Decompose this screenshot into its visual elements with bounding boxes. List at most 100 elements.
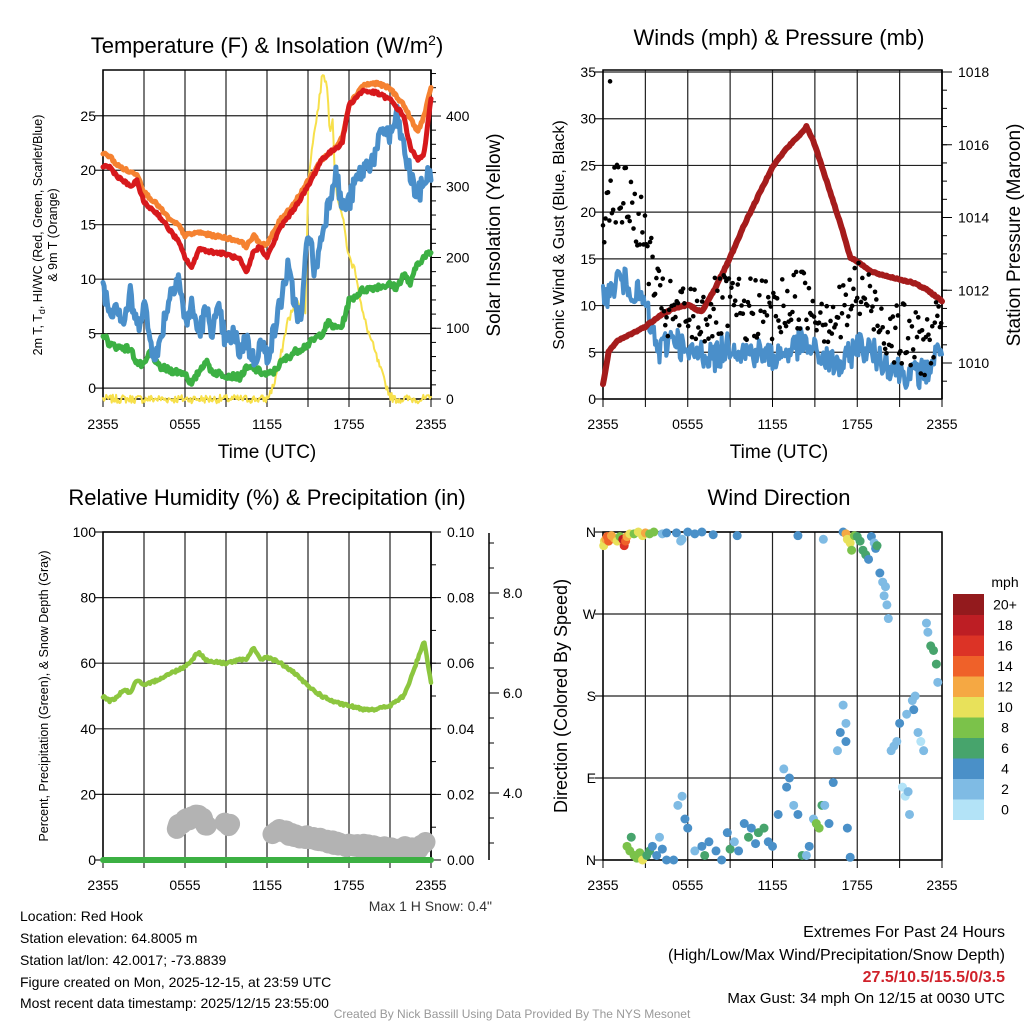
rh-y1-label: Percent, Precipitation (Green), & Snow D… xyxy=(37,550,51,841)
gust-point xyxy=(767,300,772,306)
gust-point xyxy=(837,284,842,290)
credit: Created By Nick Bassill Using Data Provi… xyxy=(334,1007,691,1021)
y-tick-label: 15 xyxy=(580,251,596,267)
x-tick-label: 2355 xyxy=(587,877,618,893)
gust-point xyxy=(788,317,794,323)
gust-point xyxy=(851,286,856,292)
y-tick-label: 35 xyxy=(580,64,596,80)
direction-point xyxy=(923,627,933,637)
gust-point xyxy=(646,281,652,287)
gust-point xyxy=(872,289,878,295)
direction-point xyxy=(824,819,834,829)
gust-point xyxy=(884,350,889,356)
y2-tick-label: 300 xyxy=(446,179,470,195)
x-tick-label: 2355 xyxy=(587,416,618,432)
wind-y1-label: Sonic Wind & Gust (Blue, Black) xyxy=(551,120,568,349)
y2-tick-label: 1016 xyxy=(958,137,989,153)
gust-point xyxy=(661,308,667,314)
direction-point xyxy=(828,778,838,788)
x-tick-label: 1155 xyxy=(252,877,282,893)
info-created: Figure created on Mon, 2025-12-15, at 23… xyxy=(20,974,331,990)
direction-point xyxy=(845,852,855,862)
gust-point xyxy=(771,290,776,296)
x-tick-label: 2355 xyxy=(415,877,446,893)
gust-point xyxy=(682,301,687,306)
colorbar-label: 12 xyxy=(997,678,1013,694)
direction-point xyxy=(818,534,828,544)
y2-tick-label: 0.04 xyxy=(447,721,474,737)
direction-point xyxy=(814,823,824,833)
direction-point xyxy=(729,837,739,847)
direction-point xyxy=(739,819,749,829)
y-tick-label: 20 xyxy=(80,786,96,802)
green-dewpoint-line xyxy=(100,249,434,387)
extremes-values: 27.5/10.5/15.5/0/3.5 xyxy=(863,969,1005,986)
gust-point xyxy=(753,278,758,283)
gust-point xyxy=(664,315,669,320)
y-tick-label: 100 xyxy=(73,524,97,540)
info-latlon: Station lat/lon: 42.0017; -73.8839 xyxy=(20,952,226,968)
info-elevation: Station elevation: 64.8005 m xyxy=(20,930,197,946)
gust-point xyxy=(874,297,879,302)
direction-point xyxy=(662,528,672,538)
gust-point xyxy=(731,302,737,308)
direction-point xyxy=(879,591,889,601)
gust-point xyxy=(829,331,835,336)
y2-tick-label: 0.10 xyxy=(447,524,474,540)
gust-point xyxy=(840,283,846,288)
gust-point xyxy=(757,292,762,298)
direction-point xyxy=(626,832,636,842)
yellow-insolation-line xyxy=(102,74,432,405)
y-tick-label: E xyxy=(587,770,596,786)
gust-point xyxy=(802,280,808,286)
gust-point xyxy=(830,304,836,310)
gust-point xyxy=(680,286,686,291)
gust-point xyxy=(727,294,733,300)
gust-point xyxy=(844,322,850,328)
y-tick-label: 20 xyxy=(580,204,596,220)
temp-y1-label: 2m T, Td, HI/WC (Red, Green, Scarlet/Blu… xyxy=(31,115,47,356)
orange-9m-temp-line xyxy=(100,79,434,251)
gust-point xyxy=(805,326,810,331)
gray-snow-depth-blob xyxy=(166,804,217,839)
direction-point xyxy=(700,850,710,860)
gust-point xyxy=(704,322,710,328)
direction-point xyxy=(784,773,794,783)
direction-point xyxy=(746,823,756,833)
direction-point xyxy=(690,529,700,539)
gust-point xyxy=(929,323,935,329)
gust-point xyxy=(927,337,933,343)
gust-point xyxy=(924,317,930,322)
y-tick-label: 10 xyxy=(580,298,596,314)
direction-point xyxy=(717,855,727,865)
direction-point xyxy=(680,814,690,824)
gust-point xyxy=(628,179,634,185)
gust-point xyxy=(741,298,747,304)
gust-point xyxy=(847,277,852,283)
y2-tick-label: 0.06 xyxy=(447,655,474,671)
gust-point xyxy=(908,362,913,368)
gust-point xyxy=(650,254,655,260)
rh-title: Relative Humidity (%) & Precipitation (i… xyxy=(68,485,465,510)
gust-point xyxy=(785,288,790,294)
gust-point xyxy=(715,288,720,294)
direction-point xyxy=(732,531,742,541)
y2-tick-label: 0.02 xyxy=(447,786,474,802)
gray-snow-depth-blob xyxy=(262,819,436,862)
gust-point xyxy=(638,194,644,200)
colorbar-swatch xyxy=(953,696,984,718)
direction-point xyxy=(662,855,672,865)
gust-point xyxy=(671,302,677,308)
gust-point xyxy=(936,304,941,309)
snow-tick-label: 4.0 xyxy=(503,785,523,801)
x-tick-label: 2355 xyxy=(87,877,118,893)
direction-point xyxy=(657,844,667,854)
gust-point xyxy=(893,325,898,331)
gust-point xyxy=(696,325,701,330)
gust-point xyxy=(762,309,767,315)
gust-point xyxy=(790,309,795,315)
gust-point xyxy=(649,235,654,241)
gust-point xyxy=(712,275,718,281)
gust-point xyxy=(774,296,780,301)
colorbar-swatch xyxy=(953,635,984,656)
